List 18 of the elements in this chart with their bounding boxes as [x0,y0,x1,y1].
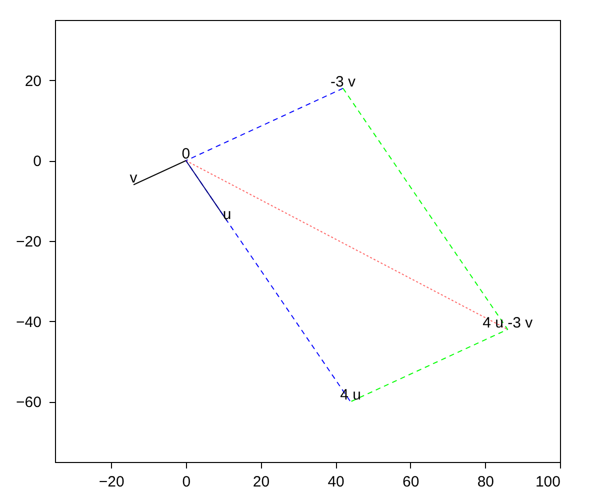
y-tick-label: −20 [16,234,42,250]
x-tick-label: 100 [535,474,560,490]
annotation: 4 u -3 v [482,314,534,332]
x-tick-label: 40 [328,474,344,490]
annotation: v [130,170,138,187]
x-tick-label: 80 [477,474,494,490]
x-tick-label: 0 [182,474,191,490]
annotation: -3 v [330,73,356,90]
y-tick-label: 0 [33,153,42,170]
y-tick-label: −60 [16,394,42,412]
y-tick-label: −40 [16,314,42,331]
annotation: 4 u [340,386,361,404]
x-tick-label: −20 [98,474,124,490]
x-tick-label: 20 [252,474,270,490]
annotation: u [222,206,232,223]
x-tick-label: 60 [402,474,420,490]
annotation: 0 [182,146,190,163]
y-tick-label: 20 [24,72,42,90]
